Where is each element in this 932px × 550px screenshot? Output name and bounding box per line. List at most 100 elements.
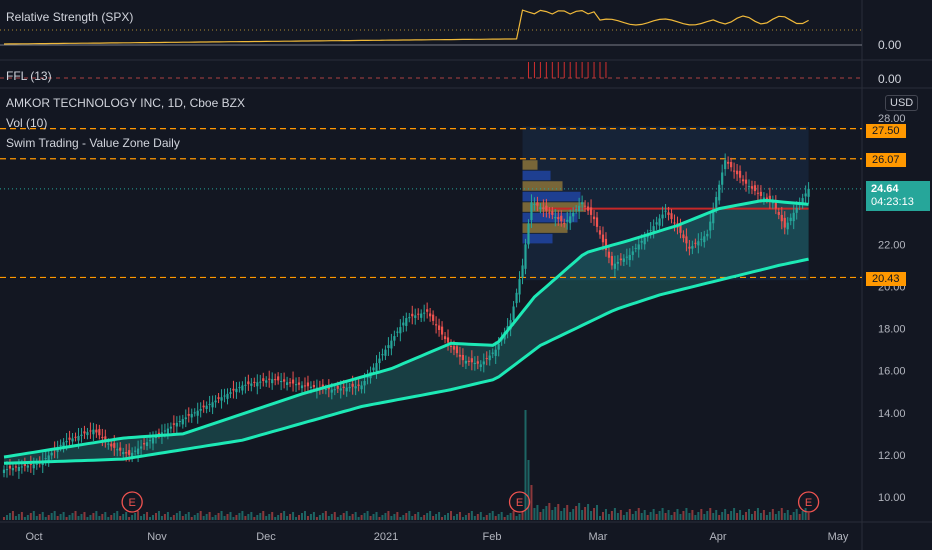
candle-body [402,322,405,326]
candle-body [542,207,545,210]
volume-bar [175,513,178,520]
volume-bar [20,512,23,520]
candle-body [467,360,470,362]
candle-body [137,448,140,455]
volume-bar [324,511,327,520]
candle-body [750,186,754,189]
volume-bar [575,506,578,520]
volume-bar [658,511,661,520]
volume-bar [786,510,789,520]
candle-body [333,389,336,391]
volume-bar [41,512,44,520]
rs-pane-label[interactable]: Relative Strength (SPX) [6,10,134,24]
volume-bar [718,515,721,520]
ema-fast-line [3,198,809,459]
volume-bar [652,509,655,520]
candle-body [327,387,330,390]
volume-bar [536,505,539,520]
candle-body [113,443,116,448]
volume-bar [116,511,119,520]
candle-body [741,179,745,182]
y-tick-1: 22.00 [878,239,906,251]
volume-bar [295,517,298,520]
volume-bar [92,513,95,520]
volume-bar [533,508,536,520]
candle-body [694,242,697,244]
volume-bar [229,512,232,520]
candle-body [107,443,110,445]
volume-bar [390,516,393,520]
candle-body [521,265,524,278]
volume-bar [593,508,596,520]
volume-bar [62,512,65,520]
volume-bar [110,515,113,520]
candle-body [169,426,172,429]
volume-bar [473,516,476,520]
candle-body [116,449,119,451]
candle-body [98,429,101,436]
volume-bar [17,514,20,520]
candle-body [348,387,351,389]
candle-body [265,380,268,383]
volume-bar [762,510,765,520]
candle-body [569,216,572,224]
volume-bar [539,512,542,520]
candle-body [411,313,414,317]
currency-button[interactable]: USD [885,95,919,111]
volume-bar [560,511,563,520]
volume-bar [140,516,143,520]
volume-bar [53,511,56,520]
candle-body [581,202,584,205]
candle-body [223,395,226,397]
volume-bar [557,504,560,520]
volume-bar [286,516,289,520]
value-zone-study-label[interactable]: Swim Trading - Value Zone Daily [6,136,180,150]
candle-body [488,355,491,361]
volume-bar [256,515,259,520]
x-tick-2: Dec [256,531,276,543]
candle-body [345,387,348,392]
volume-study-label[interactable]: Vol (10) [6,116,48,130]
candle-body [217,397,220,399]
candle-body [23,463,26,466]
earnings-marker-2 [797,491,820,513]
volume-bar [196,513,199,520]
volume-bar [211,517,214,520]
candle-body [187,414,190,416]
volume-bar [38,514,41,520]
candle-body [759,191,763,196]
candle-body [578,205,581,212]
volume-bar [205,514,208,520]
volume-profile-bar [522,202,585,212]
volume-bar [780,508,783,520]
candle-body [247,381,250,385]
candle-body [175,422,178,427]
volume-bar [333,512,336,520]
symbol-title[interactable]: AMKOR TECHNOLOGY INC, 1D, Cboe BZX [6,96,245,110]
volume-bar [122,514,125,520]
volume-profile-bar [522,181,563,191]
candle-body [706,233,709,237]
candle-body [417,313,420,315]
volume-bar [482,517,485,520]
candle-body [482,361,485,365]
y-tick-3: 18.00 [878,324,906,336]
ffl-pane-label[interactable]: FFL (13) [6,69,52,83]
volume-bar [783,513,786,520]
candle-body [202,405,205,408]
volume-bar [336,517,339,520]
candle-body [783,217,786,228]
volume-bar [345,511,348,520]
candle-body [291,379,295,384]
volume-bar [604,509,607,520]
volume-bar [587,504,590,520]
volume-bar [77,516,80,520]
candle-body [536,202,539,206]
volume-bar [146,512,149,520]
volume-bar [601,512,604,520]
candle-body [294,384,298,386]
candle-body [199,409,202,411]
candle-body [443,336,447,340]
volume-bar [381,515,384,520]
